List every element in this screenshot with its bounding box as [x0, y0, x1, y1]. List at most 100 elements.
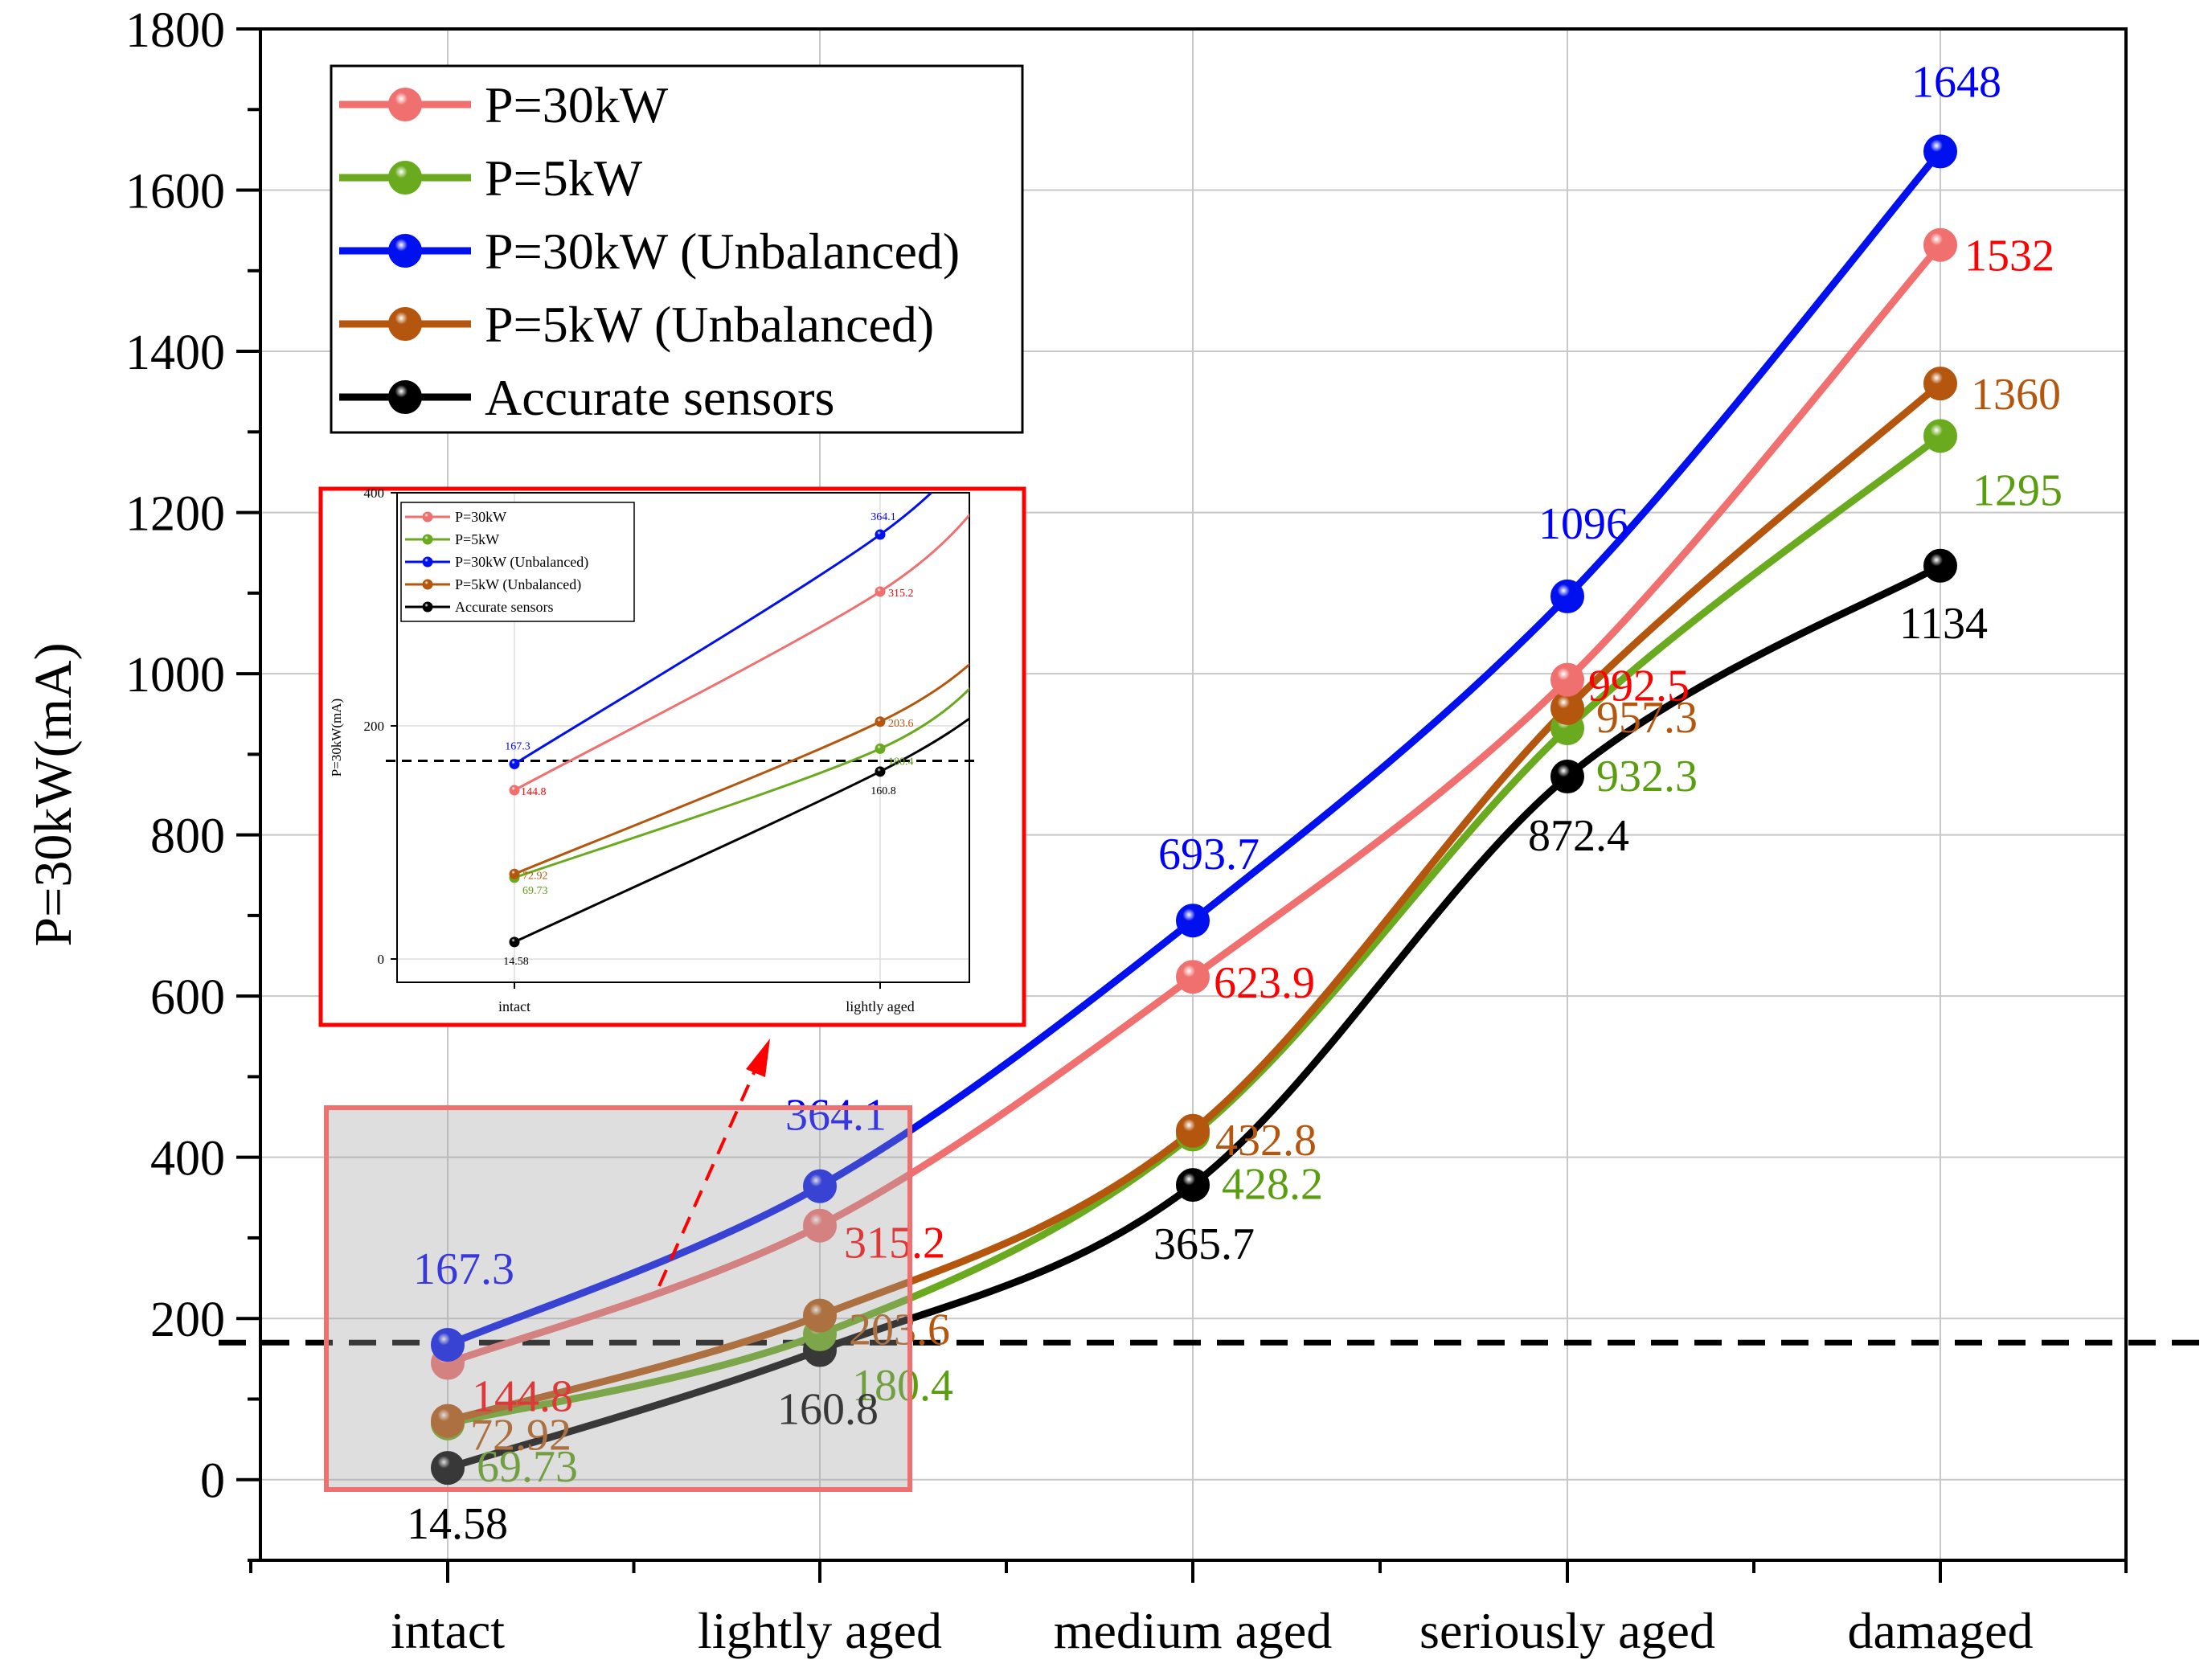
inset-legend: P=30kW P=5kW P=30kW (Unbalanced) P=5kW (Unb… — [400, 502, 635, 622]
inset: 0 200 400 intact lightly aged P=30kW(mA) 144.8… — [318, 486, 1026, 1027]
data-label: 992.5 — [1588, 662, 1690, 711]
data-point — [431, 1451, 465, 1486]
data-label: 14.58 — [407, 1499, 508, 1549]
inset-legend-swatch-marker — [422, 534, 433, 545]
data-label: 180.4 — [852, 1361, 953, 1411]
legend-swatch-marker — [388, 234, 422, 268]
inset-legend-swatch-marker — [422, 511, 433, 522]
x-tick-label: medium aged — [1054, 1602, 1333, 1659]
x-tick-label: damaged — [1848, 1602, 2034, 1659]
inset-x-tick-label: intact — [498, 998, 530, 1014]
inset-frame — [396, 492, 970, 983]
data-point — [1176, 1113, 1210, 1148]
inset-data-label: 72.92 — [522, 870, 548, 882]
inset-legend-label: P=5kW — [455, 531, 499, 547]
zoom-region-box — [324, 1105, 912, 1492]
data-label: 957.3 — [1596, 693, 1698, 743]
legend-label: Accurate sensors — [485, 369, 834, 426]
inset-y-tick-label: 200 — [364, 719, 385, 734]
x-tick-label: intact — [391, 1602, 505, 1659]
inset-data-label: 69.73 — [522, 885, 548, 897]
inset-data-label: 160.8 — [870, 785, 896, 797]
inset-data-point — [875, 716, 886, 727]
legend-label: P=30kW (Unbalanced) — [485, 223, 960, 280]
inset-legend-swatch-marker — [422, 579, 433, 590]
data-label: 428.2 — [1222, 1159, 1323, 1209]
x-tick-label: seriously aged — [1419, 1602, 1715, 1659]
data-label: 72.92 — [470, 1411, 571, 1461]
y-tick-label: 0 — [200, 1454, 225, 1509]
inset-legend-label: P=30kW — [455, 509, 506, 525]
series-line — [446, 149, 1944, 1349]
data-point — [1923, 548, 1957, 583]
inset-series-line — [514, 493, 933, 765]
legend-swatch-marker — [388, 88, 422, 121]
inset-data-point — [875, 586, 886, 597]
data-label: 872.4 — [1528, 811, 1629, 861]
inset-data-point — [509, 785, 520, 796]
data-label: 693.7 — [1158, 830, 1260, 879]
inset-data-point — [875, 529, 886, 540]
zoom-arrow-line — [657, 1068, 757, 1287]
inset-series-line — [514, 513, 969, 792]
data-label: 167.3 — [413, 1244, 514, 1294]
legend-label: P=30kW — [485, 76, 669, 133]
data-point — [1550, 662, 1584, 697]
inset-legend-label: P=30kW (Unbalanced) — [455, 554, 588, 571]
y-tick-label: 800 — [150, 809, 225, 864]
data-point — [803, 1169, 837, 1203]
inset-data-point — [509, 936, 520, 948]
data-label: 69.73 — [477, 1442, 578, 1492]
inset-y-tick-label: 400 — [364, 486, 385, 501]
data-point — [1176, 960, 1210, 994]
y-tick-label: 1600 — [125, 165, 225, 219]
legend-label: P=5kW (Unbalanced) — [485, 296, 934, 353]
data-label: 623.9 — [1214, 958, 1315, 1008]
legend-swatch-marker — [388, 380, 422, 414]
y-axis: 0 200 400 600 800 1000 1200 1400 1600 1800 — [125, 3, 260, 1562]
data-point — [1550, 691, 1584, 725]
inset-data-point — [509, 758, 520, 769]
data-point — [1923, 134, 1957, 169]
inset-legend-swatch-marker — [422, 556, 433, 568]
data-label: 160.8 — [777, 1385, 879, 1435]
y-tick-label: 400 — [150, 1132, 225, 1186]
data-label: 144.8 — [472, 1372, 573, 1422]
data-label: 1096 — [1538, 499, 1628, 549]
data-label: 1295 — [1972, 465, 2062, 515]
data-point — [431, 1404, 465, 1438]
inset-data-point — [875, 766, 886, 777]
data-point — [1176, 1168, 1210, 1203]
inset-series-line — [514, 686, 969, 879]
inset-data-label: 14.58 — [503, 956, 529, 968]
inset-legend-label: Accurate sensors — [455, 599, 553, 615]
data-point — [431, 1327, 465, 1362]
inset-y-axis-label: P=30kW(mA) — [329, 699, 344, 777]
legend-swatch-marker — [388, 161, 422, 195]
inset-data-label: 180.4 — [888, 756, 914, 768]
data-point — [1923, 419, 1957, 453]
inset-data-point — [875, 743, 886, 754]
data-point — [803, 1208, 837, 1243]
y-tick-label: 600 — [150, 970, 225, 1025]
series-line — [446, 380, 1943, 1424]
data-point — [1176, 904, 1210, 938]
data-point — [1550, 579, 1584, 613]
y-tick-label: 1000 — [125, 648, 225, 703]
y-tick-label: 1200 — [125, 487, 225, 542]
y-tick-label: 200 — [150, 1293, 225, 1347]
inset-x-tick-label: lightly aged — [846, 998, 914, 1014]
inset-legend-label: P=5kW (Unbalanced) — [455, 576, 581, 593]
legend: P=30kW P=5kW P=30kW (Unbalanced) P=5kW (Unb… — [330, 64, 1024, 434]
inset-series-line — [514, 662, 969, 875]
inset-data-label: 167.3 — [505, 740, 530, 752]
zoom-arrow-head — [746, 1039, 770, 1077]
legend-label: P=5kW — [485, 150, 643, 207]
data-label: 1648 — [1911, 57, 2001, 107]
inset-y-tick-label: 0 — [378, 952, 385, 967]
data-label: 432.8 — [1215, 1116, 1317, 1166]
data-label: 1360 — [1971, 370, 2061, 420]
legend-swatch-marker — [388, 307, 422, 341]
